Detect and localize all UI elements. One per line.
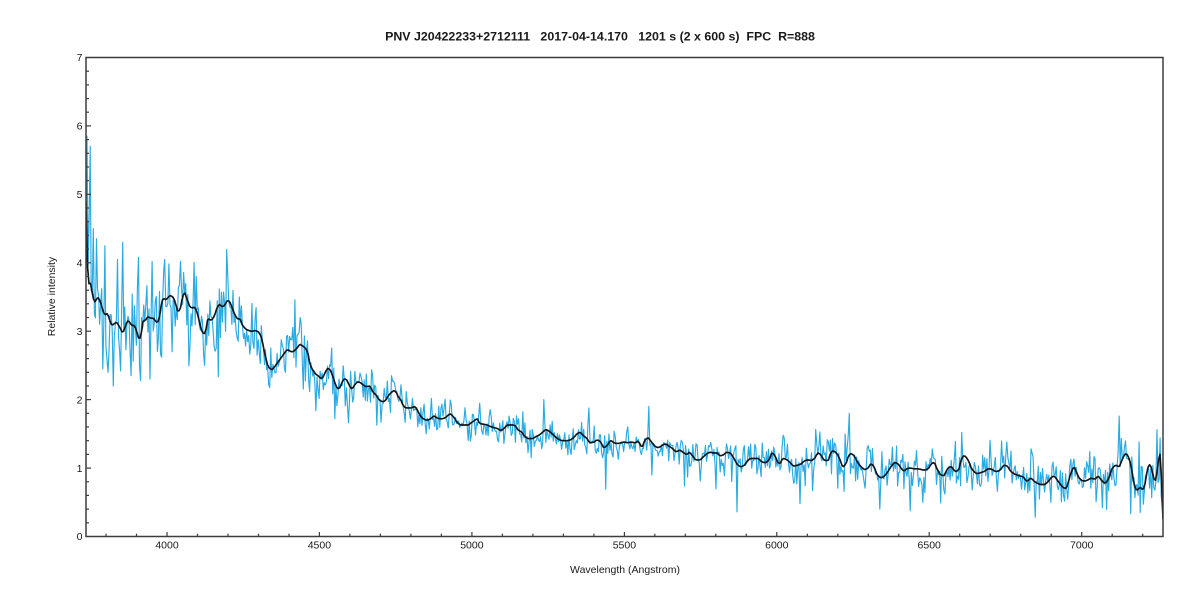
svg-text:3: 3: [77, 326, 83, 338]
svg-text:4500: 4500: [308, 540, 332, 552]
svg-text:Relative intensity: Relative intensity: [46, 256, 58, 336]
svg-text:6: 6: [77, 121, 83, 133]
svg-text:0: 0: [77, 531, 83, 543]
svg-text:6000: 6000: [765, 540, 789, 552]
svg-text:1: 1: [77, 463, 83, 475]
svg-text:5500: 5500: [613, 540, 637, 552]
svg-text:4: 4: [77, 258, 83, 270]
svg-text:7: 7: [77, 52, 83, 64]
svg-text:6500: 6500: [918, 540, 942, 552]
svg-text:7000: 7000: [1070, 540, 1094, 552]
svg-text:5000: 5000: [460, 540, 484, 552]
svg-text:4000: 4000: [155, 540, 179, 552]
svg-text:PNV J20422233+2712111 2017-0: PNV J20422233+2712111 2017-04-14.170 120…: [385, 30, 815, 44]
svg-text:2: 2: [77, 394, 83, 406]
svg-text:5: 5: [77, 189, 83, 201]
svg-text:Wavelength (Angstrom): Wavelength (Angstrom): [570, 564, 680, 576]
